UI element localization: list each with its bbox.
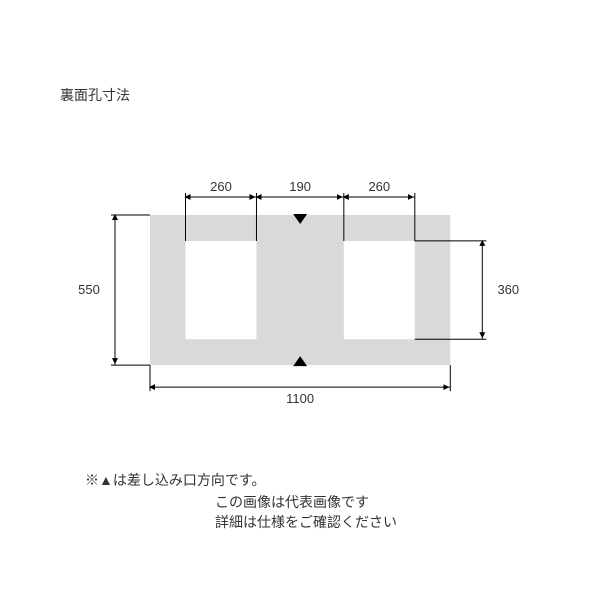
representative-image-note: この画像は代表画像です: [215, 492, 369, 512]
dimension-top-right: 260: [359, 179, 399, 194]
dimension-drawing: [100, 160, 500, 420]
dimension-bottom-width: 1100: [275, 391, 325, 406]
dimension-top-center: 190: [280, 179, 320, 194]
diagram-area: [100, 160, 500, 420]
arrow-direction-note: ※▲は差し込み口方向です。: [85, 470, 265, 490]
dimension-right-height: 360: [490, 282, 526, 297]
dimension-top-left: 260: [201, 179, 241, 194]
detail-spec-note: 詳細は仕様をご確認ください: [215, 512, 397, 532]
diagram-container: 裏面孔寸法 260 190 260 550 360 1100 ※▲は差し込み口方…: [0, 0, 600, 600]
dimension-left-height: 550: [71, 282, 107, 297]
diagram-title: 裏面孔寸法: [60, 85, 130, 105]
